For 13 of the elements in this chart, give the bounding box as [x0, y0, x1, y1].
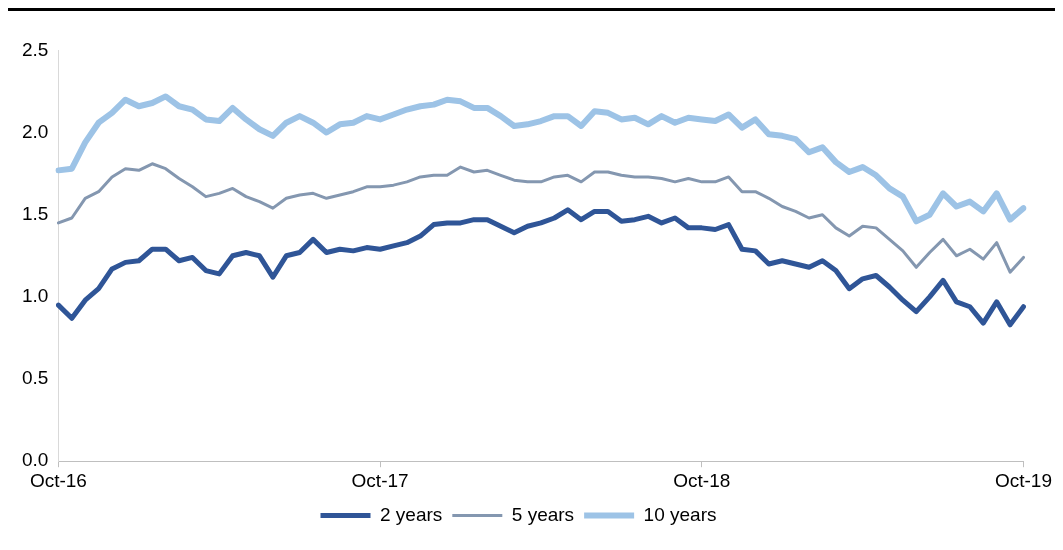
y-tick-label: 1.0: [21, 285, 49, 307]
y-tick-label: 2.0: [21, 120, 49, 142]
y-tick-label: 0.5: [21, 367, 49, 389]
y-tick-label: 0.0: [21, 449, 49, 471]
x-tick-label: Oct-17: [351, 469, 409, 491]
legend-label: 5 years: [511, 503, 575, 525]
y-tick-label: 1.5: [21, 202, 49, 224]
x-tick-label: Oct-18: [673, 469, 731, 491]
y-tick-label: 2.5: [21, 38, 49, 60]
x-tick-label: Oct-19: [994, 469, 1053, 491]
legend-label: 2 years: [380, 503, 443, 525]
x-tick-label: Oct-16: [29, 469, 87, 491]
legend-label: 10 years: [643, 503, 717, 525]
